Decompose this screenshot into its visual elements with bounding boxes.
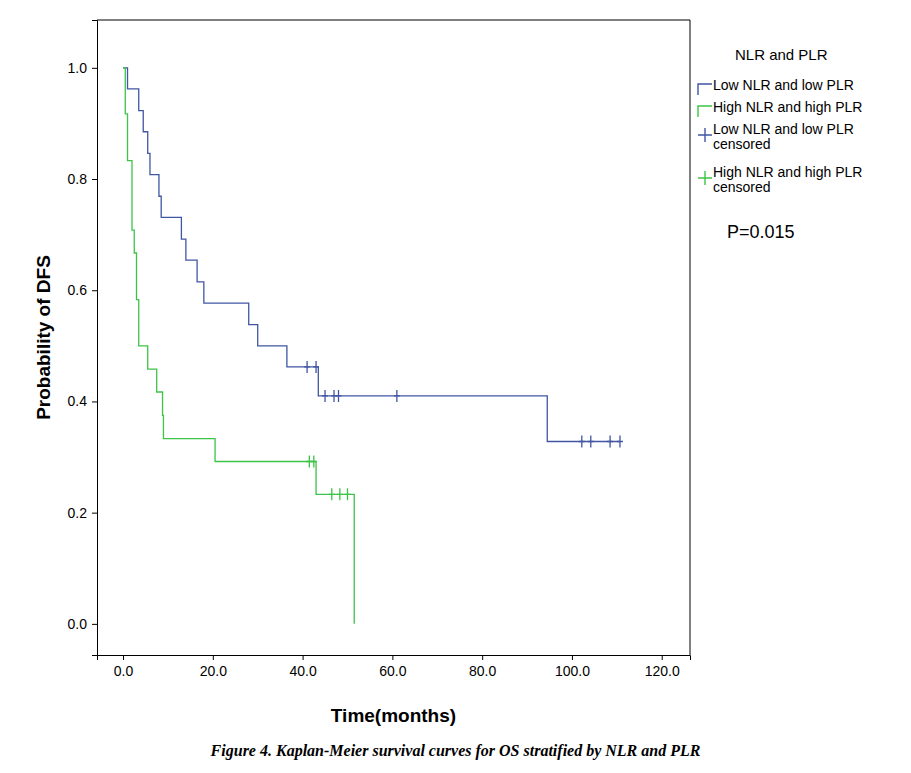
legend-label: Low NLR and low PLRcensored: [713, 121, 854, 152]
survival-curve: [123, 68, 354, 624]
x-tick: 120.0: [645, 655, 680, 679]
censor-marker: [322, 390, 328, 402]
censor-marker: [579, 435, 585, 447]
censor-marker: [617, 435, 623, 447]
y-tick: 0.8: [68, 171, 97, 187]
x-axis: 0.0 20.0 40.0 60.0 80.0 100.0 120.0: [98, 655, 691, 679]
plot-area: [123, 68, 623, 624]
x-tick: 0.0: [114, 655, 134, 679]
x-tick-mark: [572, 655, 573, 660]
censor-marker: [607, 435, 613, 447]
x-axis-line: [98, 656, 691, 661]
y-tick-label: 0.8: [68, 171, 88, 187]
y-tick-mark: [92, 401, 97, 402]
survival-curve: [123, 68, 620, 442]
censor-marker: [588, 435, 594, 447]
legend: NLR and PLR Low NLR and low PLR High NLR a…: [698, 46, 862, 195]
legend-label: Low NLR and low PLR: [713, 77, 854, 93]
x-tick-label: 60.0: [379, 663, 406, 679]
x-tick-mark: [482, 655, 483, 660]
x-tick-mark: [303, 655, 304, 660]
legend-label: High NLR and high PLRcensored: [713, 164, 862, 195]
x-tick: 100.0: [555, 655, 590, 679]
y-axis: 0.0 0.2 0.4 0.6 0.8 1.0: [68, 21, 98, 656]
y-tick-label: 0.2: [68, 505, 88, 521]
x-tick-mark: [392, 655, 393, 660]
y-tick-label: 0.4: [68, 393, 88, 409]
legend-title: NLR and PLR: [735, 46, 828, 63]
y-tick-mark: [92, 513, 97, 514]
x-tick: 80.0: [469, 655, 496, 679]
x-tick: 20.0: [200, 655, 227, 679]
y-tick-mark: [92, 179, 97, 180]
y-axis-line: [92, 21, 98, 656]
x-tick-label: 40.0: [289, 663, 316, 679]
x-tick-label: 20.0: [200, 663, 227, 679]
annotation: P=0.015: [727, 222, 795, 242]
x-tick-label: 80.0: [469, 663, 496, 679]
x-tick-mark: [213, 655, 214, 660]
x-tick-mark: [123, 655, 124, 660]
legend-label: High NLR and high PLR: [713, 99, 862, 115]
x-tick: 60.0: [379, 655, 406, 679]
y-tick-label: 1.0: [68, 60, 88, 76]
x-tick-label: 100.0: [555, 663, 590, 679]
y-tick-label: 0.6: [68, 282, 88, 298]
censor-marker: [344, 488, 350, 500]
y-tick: 0.2: [68, 505, 97, 521]
legend-symbol: [698, 128, 712, 142]
y-tick: 0.0: [68, 616, 97, 632]
y-tick: 0.4: [68, 393, 97, 409]
censor-marker: [394, 390, 400, 402]
title: Figure 4. Kaplan-Meier survival curves f…: [210, 742, 701, 760]
y-tick: 1.0: [68, 60, 97, 76]
y-tick-label: 0.0: [68, 616, 88, 632]
x-axis-title: Time(months): [331, 705, 456, 726]
legend-symbol: [698, 171, 712, 185]
plot-frame: [97, 20, 690, 655]
censor-marker: [337, 488, 343, 500]
legend-symbol: [698, 106, 712, 117]
censor-marker: [329, 488, 335, 500]
x-tick: 40.0: [289, 655, 316, 679]
y-axis-title: Probability of DFS: [33, 255, 54, 420]
x-tick-label: 120.0: [645, 663, 680, 679]
censor-marker: [311, 455, 317, 467]
y-tick-mark: [92, 624, 97, 625]
y-tick: 0.6: [68, 282, 97, 298]
y-tick-mark: [92, 290, 97, 291]
chart: 0.020.040.060.080.0100.0120.00.00.20.40.…: [0, 0, 911, 773]
legend-symbol: [698, 84, 712, 95]
censor-marker: [313, 361, 319, 373]
x-tick-label: 0.0: [114, 663, 134, 679]
censor-marker: [336, 390, 342, 402]
censor-marker: [304, 361, 310, 373]
x-tick-mark: [662, 655, 663, 660]
y-tick-mark: [92, 68, 97, 69]
